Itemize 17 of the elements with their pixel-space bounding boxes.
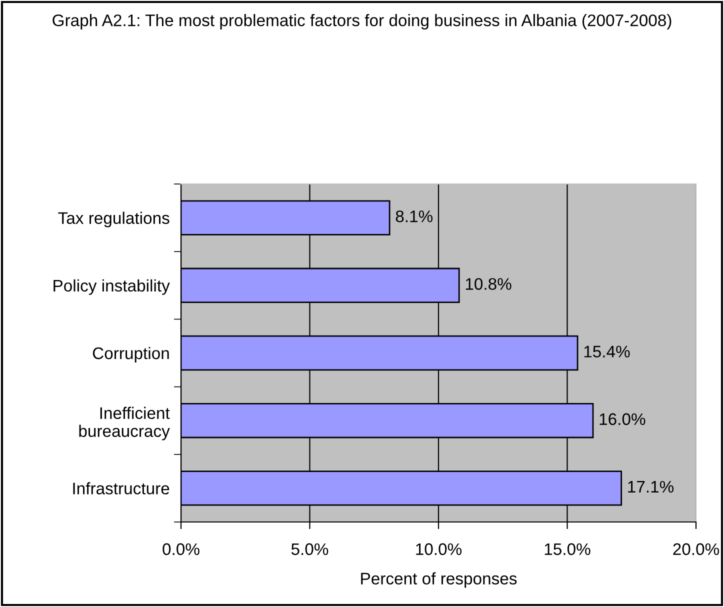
x-tick-label: 0.0% xyxy=(162,543,200,556)
y-tick-label: Policy instability xyxy=(54,279,170,295)
data-label: 8.1% xyxy=(396,210,433,222)
data-label: 10.8% xyxy=(466,278,512,290)
x-axis-title: Percent of responses xyxy=(361,572,517,588)
x-tick-label: 15.0% xyxy=(544,543,590,556)
data-label: 16.0% xyxy=(600,413,646,426)
data-label: 17.1% xyxy=(628,480,674,493)
y-tick-label: Infrastructure xyxy=(73,482,170,494)
y-tick-label: Tax regulations xyxy=(58,212,170,228)
x-tick-label: 10.0% xyxy=(416,543,462,556)
data-label: 15.4% xyxy=(584,346,630,358)
y-tick-label: Inefficient bureaucracy xyxy=(79,406,170,440)
chart-title: Graph A2.1: The most problematic factors for doing business in Albania (2007-2008) xyxy=(52,14,672,30)
y-tick-label: Corruption xyxy=(92,346,169,362)
x-tick-label: 20.0% xyxy=(673,543,720,556)
x-tick-label: 5.0% xyxy=(291,543,328,556)
